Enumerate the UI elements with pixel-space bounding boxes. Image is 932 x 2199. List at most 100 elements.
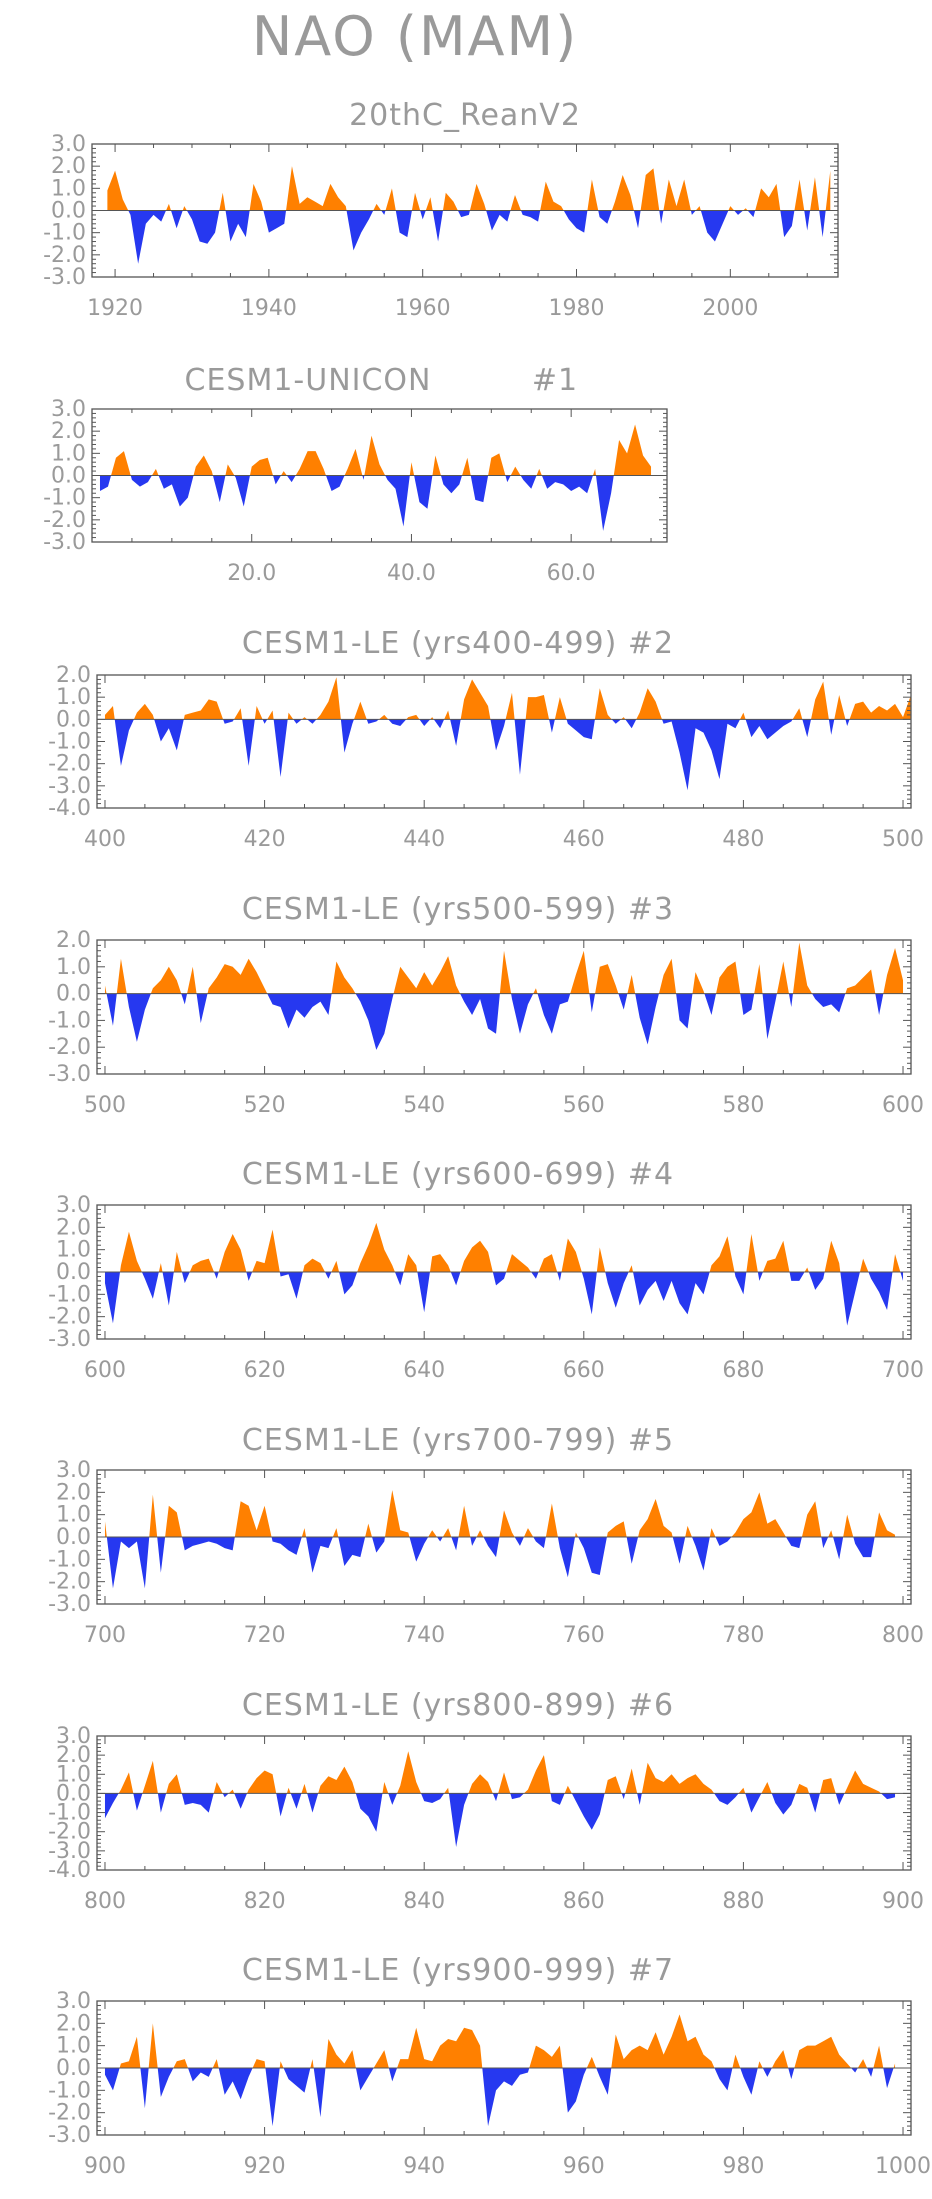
x-tick-label: 640 <box>403 1358 445 1383</box>
panel-title: CESM1-UNICON <box>185 363 432 398</box>
y-tick-label: 0.0 <box>56 1260 91 1285</box>
y-tick-label: -3.0 <box>48 2123 91 2148</box>
y-tick-label: -2.0 <box>43 508 86 533</box>
y-tick-label: -4.0 <box>48 796 91 821</box>
y-tick-label: -1.0 <box>48 1801 91 1826</box>
y-tick-label: -3.0 <box>48 1062 91 1087</box>
page-title: NAO (MAM) <box>252 5 578 68</box>
x-tick-label: 600 <box>84 1358 126 1383</box>
negative-area <box>99 475 614 531</box>
y-tick-label: 1.0 <box>56 685 91 710</box>
panel-title: CESM1-LE (yrs800-899) #6 <box>242 1688 674 1723</box>
x-tick-label: 840 <box>403 1889 445 1914</box>
x-tick-label: 40.0 <box>387 561 436 586</box>
y-tick-label: -2.0 <box>48 752 91 777</box>
x-tick-label: 2000 <box>702 296 758 321</box>
panel-run-label: #1 <box>532 363 578 398</box>
negative-area <box>128 210 826 264</box>
x-tick-label: 440 <box>403 827 445 852</box>
y-tick-label: -1.0 <box>43 221 86 246</box>
x-tick-label: 1920 <box>87 296 143 321</box>
y-tick-label: 3.0 <box>51 132 86 157</box>
panel-title: CESM1-LE (yrs700-799) #5 <box>242 1423 674 1458</box>
x-tick-label: 800 <box>84 1889 126 1914</box>
y-tick-label: -3.0 <box>48 1839 91 1864</box>
panel-title: 20thC_ReanV2 <box>349 98 581 133</box>
x-tick-label: 560 <box>563 1093 605 1118</box>
y-tick-label: 3.0 <box>56 1193 91 1218</box>
x-tick-label: 880 <box>722 1889 764 1914</box>
x-tick-label: 20.0 <box>227 561 276 586</box>
y-tick-label: 0.0 <box>56 982 91 1007</box>
x-tick-label: 400 <box>84 827 126 852</box>
positive-area <box>118 1751 882 1794</box>
x-tick-label: 900 <box>84 2154 126 2179</box>
x-tick-label: 960 <box>563 2154 605 2179</box>
x-tick-label: 1000 <box>875 2154 931 2179</box>
y-tick-label: 1.0 <box>56 1238 91 1263</box>
y-tick-label: 0.0 <box>56 2056 91 2081</box>
panel-6: CESM1-LE (yrs700-799) #5 3.02.01.00.0-1.0… <box>48 1423 924 1648</box>
y-tick-label: 0.0 <box>51 464 86 489</box>
positive-area <box>104 942 904 994</box>
x-tick-label: 680 <box>722 1358 764 1383</box>
x-tick-label: 920 <box>244 2154 286 2179</box>
y-tick-label: 0.0 <box>56 707 91 732</box>
negative-area <box>104 1793 896 1848</box>
x-tick-label: 580 <box>722 1093 764 1118</box>
y-tick-label: 1.0 <box>56 1762 91 1787</box>
y-tick-label: 1.0 <box>51 176 86 201</box>
y-tick-label: -1.0 <box>43 486 86 511</box>
y-tick-label: 2.0 <box>56 663 91 688</box>
y-tick-label: -1.0 <box>48 2078 91 2103</box>
x-tick-label: 1980 <box>549 296 605 321</box>
y-tick-label: -1.0 <box>48 1282 91 1307</box>
x-tick-label: 500 <box>882 827 924 852</box>
x-tick-label: 1940 <box>241 296 297 321</box>
x-tick-label: 540 <box>403 1093 445 1118</box>
panel-8: CESM1-LE (yrs900-999) #7 3.02.01.00.0-1.0… <box>48 1953 931 2179</box>
x-tick-label: 700 <box>84 1623 126 1648</box>
y-tick-label: 3.0 <box>56 1458 91 1483</box>
x-tick-label: 820 <box>244 1889 286 1914</box>
y-tick-label: -4.0 <box>48 1858 91 1883</box>
y-tick-label: 0.0 <box>56 1525 91 1550</box>
y-tick-label: 1.0 <box>56 2034 91 2059</box>
panel-7: CESM1-LE (yrs800-899) #6 3.02.01.00.0-1.0… <box>48 1688 924 1914</box>
positive-area <box>119 2014 896 2068</box>
x-tick-label: 760 <box>563 1623 605 1648</box>
y-tick-label: -3.0 <box>48 1592 91 1617</box>
y-tick-label: 2.0 <box>51 154 86 179</box>
x-tick-label: 980 <box>722 2154 764 2179</box>
x-tick-label: 520 <box>244 1093 286 1118</box>
positive-area <box>104 1490 896 1537</box>
x-tick-label: 660 <box>563 1358 605 1383</box>
negative-area <box>104 1272 904 1326</box>
y-tick-label: 2.0 <box>56 1215 91 1240</box>
x-tick-label: 900 <box>882 1889 924 1914</box>
y-tick-label: -3.0 <box>43 265 86 290</box>
x-tick-label: 460 <box>563 827 605 852</box>
positive-area <box>104 677 912 720</box>
x-tick-label: 620 <box>244 1358 286 1383</box>
x-tick-label: 720 <box>244 1623 286 1648</box>
y-tick-label: 1.0 <box>51 441 86 466</box>
y-tick-label: -2.0 <box>48 1820 91 1845</box>
y-tick-label: -2.0 <box>48 1305 91 1330</box>
y-tick-label: 0.0 <box>51 199 86 224</box>
positive-area <box>120 1222 901 1272</box>
x-tick-label: 740 <box>403 1623 445 1648</box>
y-tick-label: 1.0 <box>56 1503 91 1528</box>
y-tick-label: -1.0 <box>48 730 91 755</box>
negative-area <box>106 993 884 1050</box>
y-tick-label: -2.0 <box>48 2101 91 2126</box>
y-tick-label: 3.0 <box>51 397 86 422</box>
panel-5: CESM1-LE (yrs600-699) #4 3.02.01.00.0-1.0… <box>48 1157 924 1383</box>
x-tick-label: 480 <box>722 827 764 852</box>
y-tick-label: -2.0 <box>43 243 86 268</box>
y-tick-label: -3.0 <box>48 774 91 799</box>
x-tick-label: 940 <box>403 2154 445 2179</box>
negative-area <box>114 719 850 791</box>
